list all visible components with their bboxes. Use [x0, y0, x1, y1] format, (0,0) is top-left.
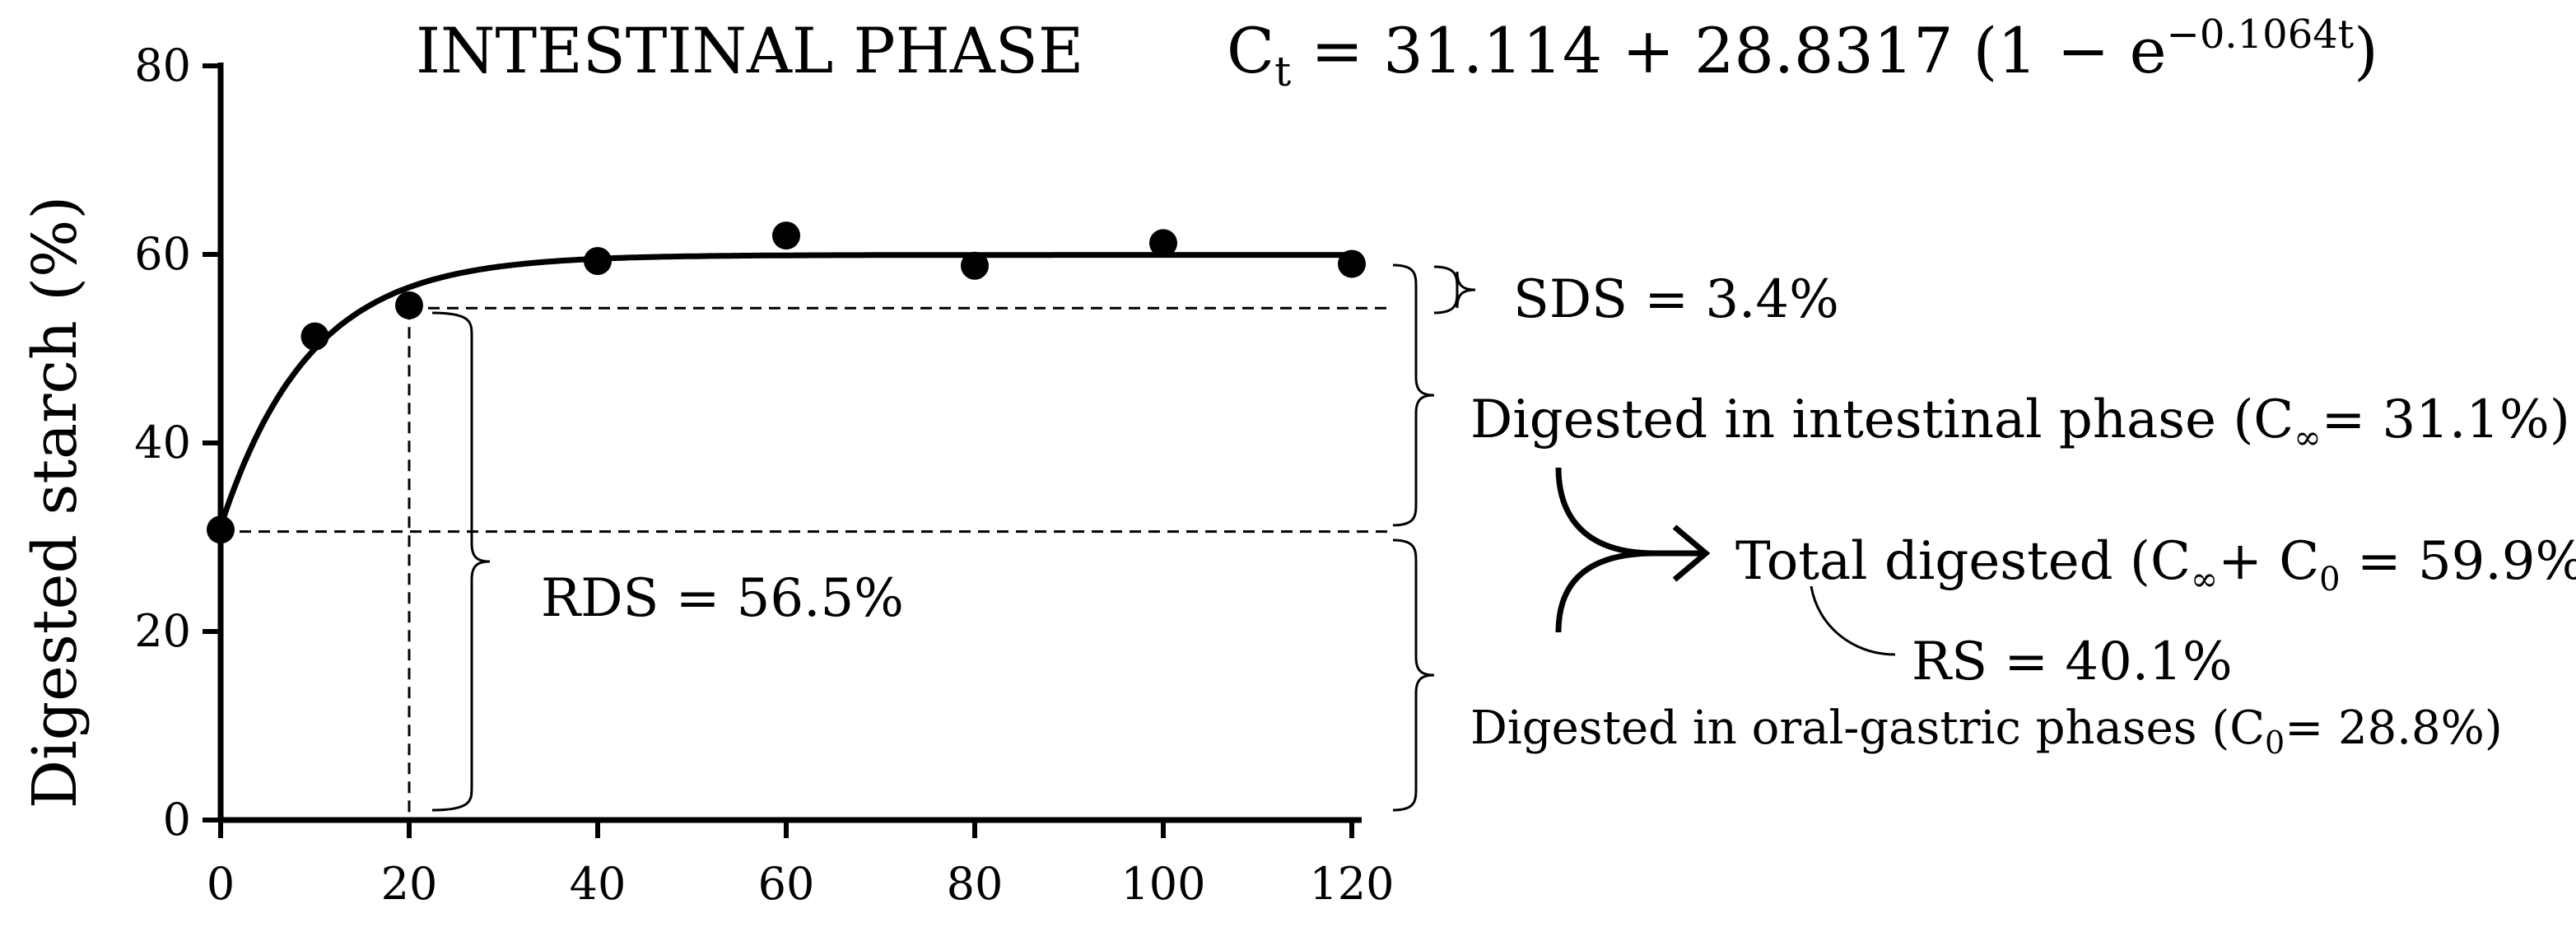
x-tick-label: 40 — [570, 858, 627, 910]
oral-label-main: Digested in oral-gastric phases (C — [1470, 701, 2265, 755]
equation-rhs-main: = 31.114 + 28.8317 (1 − e — [1291, 14, 2166, 87]
oral-gastric-label: Digested in oral-gastric phases (C0= 28.… — [1470, 701, 2503, 761]
intestinal-label-tail: = 31.1%) — [2322, 389, 2570, 450]
x-tick-label: 100 — [1120, 858, 1205, 910]
y-tick-label: 40 — [134, 417, 191, 468]
equation-rhs-exp: −0.1064t — [2167, 12, 2354, 58]
fit-equation: Ct = 31.114 + 28.8317 (1 − e−0.1064t) — [1227, 12, 2378, 96]
oral-label-sub: 0 — [2265, 725, 2285, 761]
x-tick-label: 80 — [947, 858, 1004, 910]
data-point — [961, 251, 989, 280]
total-label-tail: = 59.9%) — [2341, 531, 2576, 592]
total-label-sub1: ∞ — [2191, 561, 2218, 599]
y-tick-label: 20 — [134, 605, 191, 657]
total-label-sub2: 0 — [2319, 561, 2340, 599]
x-tick-label: 20 — [381, 858, 438, 910]
y-tick-label: 60 — [134, 228, 191, 280]
data-point — [207, 515, 235, 544]
y-axis-label: Digested starch (%) — [20, 196, 91, 809]
oral-gastric-bracket — [1392, 538, 1435, 812]
fit-curve — [217, 252, 1352, 528]
total-label-main: Total digested (C — [1735, 531, 2191, 592]
sds-bracket — [1433, 265, 1476, 315]
intestinal-label-sub: ∞ — [2294, 419, 2321, 457]
intestinal-label-main: Digested in intestinal phase (C — [1470, 389, 2294, 450]
intestinal-bracket — [1392, 263, 1435, 527]
sds-label: SDS = 3.4% — [1513, 269, 1839, 330]
data-point — [584, 247, 612, 276]
x-tick-label: 0 — [207, 858, 235, 910]
data-point — [772, 221, 800, 250]
data-point — [300, 322, 329, 351]
merge-arrow-upper — [1555, 467, 1656, 557]
data-point — [1149, 229, 1177, 258]
data-points — [207, 221, 1366, 544]
rs-label: RS = 40.1% — [1912, 631, 2233, 692]
merge-arrow-lower — [1555, 550, 1656, 633]
x-tick-label: 60 — [758, 858, 815, 910]
y-tick-label: 0 — [163, 794, 191, 846]
chart-title: INTESTINAL PHASE — [416, 14, 1083, 87]
rds-bracket — [431, 311, 491, 812]
oral-label-tail: = 28.8%) — [2285, 701, 2502, 755]
axes: 0 20 40 60 80 100 120 0 20 40 60 80 — [134, 40, 1394, 910]
brackets — [431, 263, 1476, 812]
merge-arrow-icon — [1555, 467, 1711, 633]
total-label-mid: + C — [2218, 531, 2319, 592]
data-point — [1338, 249, 1366, 278]
intestinal-label: Digested in intestinal phase (C∞= 31.1%) — [1470, 389, 2570, 457]
reference-lines — [221, 306, 1387, 820]
rs-leader-line — [1810, 585, 1896, 656]
equation-lhs-sub: t — [1274, 48, 1291, 96]
y-tick-label: 80 — [134, 40, 191, 91]
data-point — [395, 291, 423, 319]
x-tick-label: 120 — [1309, 858, 1394, 910]
equation-rhs-close: ) — [2354, 14, 2378, 87]
total-label: Total digested (C∞+ C0 = 59.9%) — [1735, 531, 2576, 599]
equation-lhs-base: C — [1227, 14, 1274, 87]
merge-arrow-head — [1672, 524, 1711, 582]
rds-label: RDS = 56.5% — [541, 568, 904, 629]
